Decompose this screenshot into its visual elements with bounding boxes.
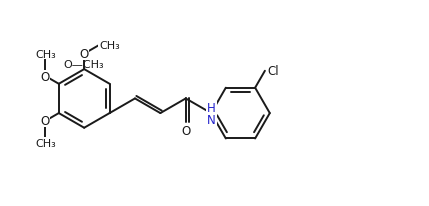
Text: H
N: H N [207,101,215,126]
Text: O—CH₃: O—CH₃ [64,60,105,70]
Text: O: O [41,115,50,128]
Text: O: O [41,70,50,83]
Text: O: O [79,48,89,61]
Text: CH₃: CH₃ [35,50,56,60]
Text: CH₃: CH₃ [99,41,120,51]
Text: O: O [181,124,190,137]
Text: CH₃: CH₃ [35,138,56,148]
Text: Cl: Cl [267,65,278,78]
